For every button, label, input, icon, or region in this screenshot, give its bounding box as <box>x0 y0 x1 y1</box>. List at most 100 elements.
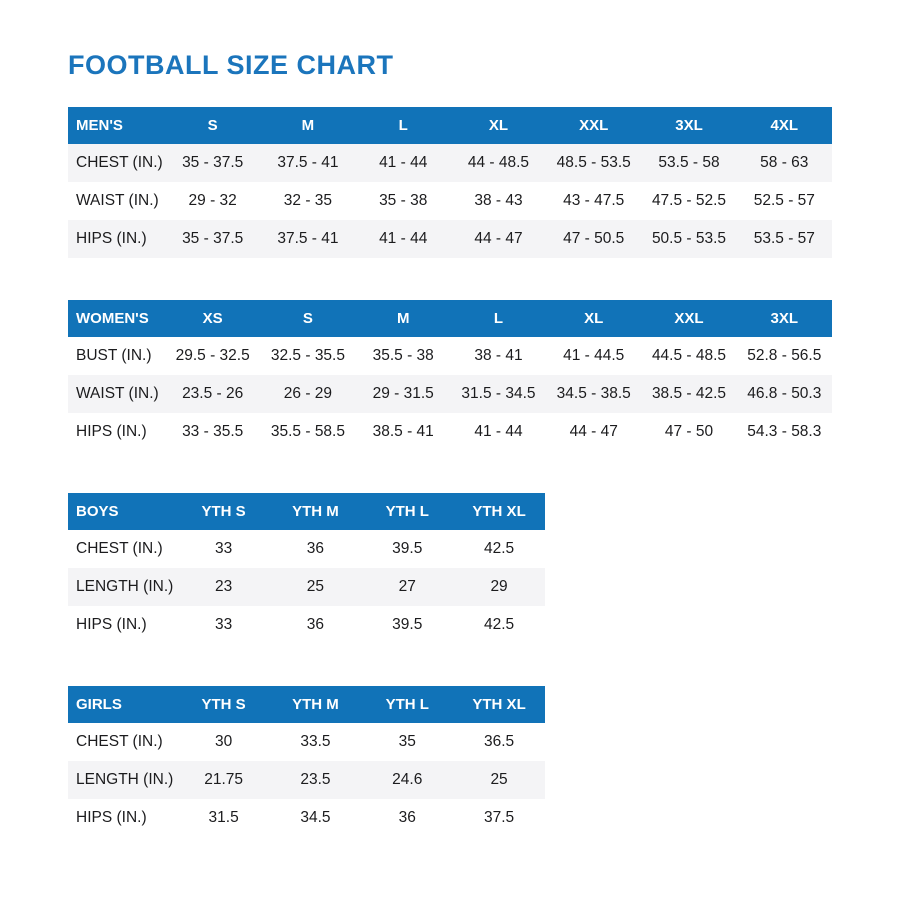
cell: 29 - 31.5 <box>355 375 451 413</box>
cell: 37.5 - 41 <box>260 220 356 258</box>
row-label: HIPS (IN.) <box>68 606 178 644</box>
cell: 34.5 - 38.5 <box>546 375 642 413</box>
row-label: HIPS (IN.) <box>68 220 166 258</box>
table-row-chest: CHEST (IN.) 35 - 37.5 37.5 - 41 41 - 44 … <box>68 144 832 182</box>
womens-size-header: L <box>450 300 547 337</box>
womens-size-header: XS <box>165 300 261 337</box>
cell: 44 - 47 <box>546 413 642 451</box>
womens-size-header: S <box>260 300 356 337</box>
mens-header-row: MEN'S S M L XL XXL 3XL 4XL <box>68 107 832 144</box>
cell: 32.5 - 35.5 <box>260 337 356 375</box>
mens-size-header: 3XL <box>641 107 737 144</box>
womens-size-header: XXL <box>641 300 737 337</box>
cell: 38 - 43 <box>450 182 547 220</box>
mens-size-header: XXL <box>546 107 642 144</box>
cell: 58 - 63 <box>736 144 832 182</box>
cell: 21.75 <box>177 761 270 799</box>
cell: 33 <box>177 606 270 644</box>
cell: 42.5 <box>453 530 545 568</box>
cell: 34.5 <box>269 799 362 837</box>
cell: 23 <box>177 568 270 606</box>
cell: 25 <box>453 761 545 799</box>
girls-group-label: GIRLS <box>68 686 178 723</box>
cell: 33 <box>177 530 270 568</box>
cell: 36 <box>269 606 362 644</box>
cell: 35 - 38 <box>355 182 451 220</box>
cell: 33 - 35.5 <box>165 413 261 451</box>
cell: 35 - 37.5 <box>165 144 261 182</box>
mens-size-header: M <box>260 107 356 144</box>
cell: 37.5 - 41 <box>260 144 356 182</box>
row-label: CHEST (IN.) <box>68 530 178 568</box>
cell: 41 - 44.5 <box>546 337 642 375</box>
cell: 48.5 - 53.5 <box>546 144 642 182</box>
cell: 52.8 - 56.5 <box>736 337 832 375</box>
cell: 47 - 50 <box>641 413 737 451</box>
row-label: LENGTH (IN.) <box>68 568 178 606</box>
cell: 41 - 44 <box>355 220 451 258</box>
mens-size-table: MEN'S S M L XL XXL 3XL 4XL CHEST (IN.) 3… <box>68 107 832 258</box>
mens-group-label: MEN'S <box>68 107 166 144</box>
cell: 44 - 48.5 <box>450 144 547 182</box>
cell: 25 <box>269 568 362 606</box>
boys-size-header: YTH XL <box>453 493 545 530</box>
cell: 46.8 - 50.3 <box>736 375 832 413</box>
cell: 31.5 - 34.5 <box>450 375 547 413</box>
row-label: HIPS (IN.) <box>68 413 166 451</box>
boys-group-label: BOYS <box>68 493 178 530</box>
table-row-chest: CHEST (IN.) 30 33.5 35 36.5 <box>68 723 545 761</box>
girls-size-header: YTH L <box>361 686 454 723</box>
cell: 36 <box>361 799 454 837</box>
cell: 27 <box>361 568 454 606</box>
girls-size-header: YTH M <box>269 686 362 723</box>
table-row-hips: HIPS (IN.) 33 36 39.5 42.5 <box>68 606 545 644</box>
womens-size-table: WOMEN'S XS S M L XL XXL 3XL BUST (IN.) 2… <box>68 300 832 451</box>
cell: 35 - 37.5 <box>165 220 261 258</box>
girls-size-table: GIRLS YTH S YTH M YTH L YTH XL CHEST (IN… <box>68 686 545 837</box>
cell: 42.5 <box>453 606 545 644</box>
girls-header-row: GIRLS YTH S YTH M YTH L YTH XL <box>68 686 545 723</box>
boys-size-header: YTH S <box>177 493 270 530</box>
row-label: WAIST (IN.) <box>68 375 166 413</box>
cell: 36 <box>269 530 362 568</box>
cell: 38.5 - 42.5 <box>641 375 737 413</box>
womens-group-label: WOMEN'S <box>68 300 166 337</box>
cell: 35.5 - 58.5 <box>260 413 356 451</box>
cell: 37.5 <box>453 799 545 837</box>
table-row-hips: HIPS (IN.) 31.5 34.5 36 37.5 <box>68 799 545 837</box>
table-row-bust: BUST (IN.) 29.5 - 32.5 32.5 - 35.5 35.5 … <box>68 337 832 375</box>
womens-size-header: M <box>355 300 451 337</box>
cell: 38.5 - 41 <box>355 413 451 451</box>
cell: 30 <box>177 723 270 761</box>
cell: 44 - 47 <box>450 220 547 258</box>
boys-size-table: BOYS YTH S YTH M YTH L YTH XL CHEST (IN.… <box>68 493 545 644</box>
page-title: FOOTBALL SIZE CHART <box>68 50 394 80</box>
row-label: HIPS (IN.) <box>68 799 178 837</box>
mens-size-header: 4XL <box>736 107 832 144</box>
cell: 54.3 - 58.3 <box>736 413 832 451</box>
cell: 44.5 - 48.5 <box>641 337 737 375</box>
mens-size-header: XL <box>450 107 547 144</box>
girls-size-header: YTH S <box>177 686 270 723</box>
cell: 29.5 - 32.5 <box>165 337 261 375</box>
boys-size-header: YTH L <box>361 493 454 530</box>
cell: 29 - 32 <box>165 182 261 220</box>
row-label: WAIST (IN.) <box>68 182 166 220</box>
table-row-hips: HIPS (IN.) 33 - 35.5 35.5 - 58.5 38.5 - … <box>68 413 832 451</box>
cell: 36.5 <box>453 723 545 761</box>
row-label: BUST (IN.) <box>68 337 166 375</box>
cell: 29 <box>453 568 545 606</box>
table-row-hips: HIPS (IN.) 35 - 37.5 37.5 - 41 41 - 44 4… <box>68 220 832 258</box>
cell: 39.5 <box>361 606 454 644</box>
table-row-chest: CHEST (IN.) 33 36 39.5 42.5 <box>68 530 545 568</box>
cell: 23.5 - 26 <box>165 375 261 413</box>
cell: 24.6 <box>361 761 454 799</box>
girls-size-header: YTH XL <box>453 686 545 723</box>
table-row-length: LENGTH (IN.) 23 25 27 29 <box>68 568 545 606</box>
mens-size-header: L <box>355 107 451 144</box>
row-label: LENGTH (IN.) <box>68 761 178 799</box>
cell: 35 <box>361 723 454 761</box>
cell: 43 - 47.5 <box>546 182 642 220</box>
cell: 26 - 29 <box>260 375 356 413</box>
cell: 32 - 35 <box>260 182 356 220</box>
